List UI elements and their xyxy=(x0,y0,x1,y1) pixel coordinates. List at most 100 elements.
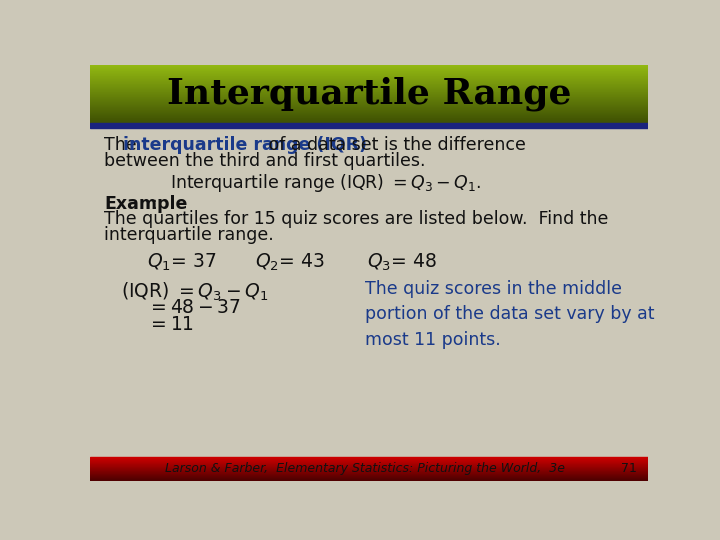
Bar xyxy=(90,77,648,78)
Bar xyxy=(90,79,648,80)
Bar xyxy=(90,117,648,118)
Bar xyxy=(90,82,648,83)
Bar xyxy=(90,113,648,114)
Bar xyxy=(90,75,648,76)
Text: between the third and first quartiles.: between the third and first quartiles. xyxy=(104,152,426,170)
Text: The quartiles for 15 quiz scores are listed below.  Find the: The quartiles for 15 quiz scores are lis… xyxy=(104,211,608,228)
Bar xyxy=(90,98,648,99)
Bar xyxy=(90,64,648,65)
Bar xyxy=(90,66,648,68)
Bar xyxy=(90,457,648,458)
Bar xyxy=(90,469,648,470)
Bar xyxy=(90,474,648,475)
Bar xyxy=(90,111,648,112)
Bar xyxy=(90,475,648,476)
Bar xyxy=(90,467,648,468)
Bar xyxy=(90,117,648,118)
Bar xyxy=(90,109,648,110)
Text: 71: 71 xyxy=(621,462,636,475)
Bar xyxy=(90,73,648,74)
Bar xyxy=(90,86,648,87)
Bar xyxy=(90,463,648,464)
Bar xyxy=(90,468,648,469)
Bar xyxy=(90,76,648,77)
Bar xyxy=(90,123,648,128)
Text: Example: Example xyxy=(104,195,187,213)
Bar xyxy=(90,121,648,122)
Bar xyxy=(90,116,648,117)
Bar xyxy=(90,100,648,102)
Bar xyxy=(90,107,648,109)
Bar xyxy=(90,478,648,479)
Bar xyxy=(90,94,648,95)
Bar xyxy=(90,68,648,69)
Bar xyxy=(90,460,648,461)
Bar xyxy=(90,96,648,97)
Bar xyxy=(90,92,648,93)
Bar xyxy=(90,85,648,86)
Bar xyxy=(90,77,648,78)
Bar xyxy=(90,104,648,105)
Text: :: : xyxy=(152,195,158,213)
Bar xyxy=(90,460,648,461)
Bar xyxy=(90,480,648,481)
Bar xyxy=(90,103,648,104)
Bar xyxy=(90,471,648,472)
Text: $Q_1$= 37: $Q_1$= 37 xyxy=(147,252,216,273)
Bar xyxy=(90,83,648,84)
Text: The quiz scores in the middle
portion of the data set vary by at
most 11 points.: The quiz scores in the middle portion of… xyxy=(365,280,654,349)
Bar xyxy=(90,468,648,469)
Bar xyxy=(90,458,648,459)
Bar xyxy=(90,469,648,470)
Text: The: The xyxy=(104,137,142,154)
Bar xyxy=(90,461,648,462)
Bar xyxy=(90,93,648,94)
Text: interquartile range.: interquartile range. xyxy=(104,226,274,244)
Bar xyxy=(90,115,648,116)
Bar xyxy=(90,78,648,79)
Bar xyxy=(90,75,648,76)
Bar xyxy=(90,102,648,103)
Bar xyxy=(90,72,648,73)
Bar xyxy=(90,92,648,93)
Bar xyxy=(90,66,648,67)
Bar xyxy=(90,65,648,66)
Bar xyxy=(90,88,648,89)
Bar xyxy=(90,473,648,474)
Text: $= 48 - 37$: $= 48 - 37$ xyxy=(147,298,240,317)
Bar xyxy=(90,69,648,70)
Text: $= 11$: $= 11$ xyxy=(147,315,194,334)
Bar xyxy=(90,90,648,91)
Bar xyxy=(90,459,648,460)
Bar xyxy=(90,107,648,108)
Bar xyxy=(90,94,648,96)
Text: Interquartile range (IQR) $= Q_3 - Q_1.$: Interquartile range (IQR) $= Q_3 - Q_1.$ xyxy=(170,172,481,194)
Bar xyxy=(90,71,648,72)
Bar xyxy=(90,472,648,473)
Bar xyxy=(90,119,648,120)
Bar xyxy=(90,80,648,82)
Bar xyxy=(90,465,648,466)
Bar xyxy=(90,118,648,119)
Bar xyxy=(90,81,648,82)
Bar xyxy=(90,477,648,478)
Bar xyxy=(90,461,648,462)
Bar xyxy=(90,105,648,106)
Bar xyxy=(90,90,648,91)
Bar xyxy=(90,68,648,69)
Bar xyxy=(90,477,648,478)
Text: (IQR) $= Q_3 - Q_1$: (IQR) $= Q_3 - Q_1$ xyxy=(121,281,269,303)
Bar xyxy=(90,122,648,123)
Bar xyxy=(90,70,648,71)
Bar xyxy=(90,98,648,99)
Bar xyxy=(90,72,648,73)
Bar xyxy=(90,119,648,120)
Bar xyxy=(90,462,648,463)
Bar xyxy=(90,105,648,107)
Bar xyxy=(90,91,648,92)
Bar xyxy=(90,476,648,477)
Bar xyxy=(90,120,648,121)
Text: $Q_2$= 43: $Q_2$= 43 xyxy=(255,252,325,273)
Bar xyxy=(90,114,648,116)
Bar xyxy=(90,99,648,100)
